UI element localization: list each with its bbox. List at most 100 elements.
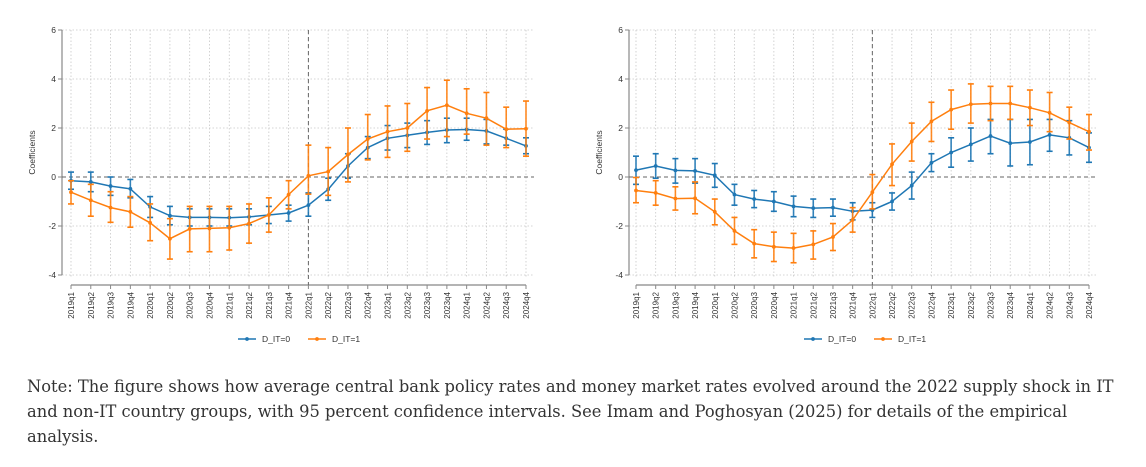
data-point <box>909 183 914 188</box>
data-point <box>831 235 835 239</box>
data-point <box>673 196 678 201</box>
data-point <box>653 191 658 195</box>
series-d-it-0 <box>68 117 529 227</box>
series-line <box>70 104 527 240</box>
data-point <box>1087 129 1091 134</box>
x-tick-label: 2022q4 <box>927 291 936 318</box>
x-tick-label: 2023q3 <box>423 291 432 318</box>
x-tick-label: 2019q1 <box>632 291 641 318</box>
x-tick-label: 2021q3 <box>265 291 274 318</box>
legend-label: D_IT=1 <box>898 334 926 344</box>
legend-swatch-marker <box>245 337 249 341</box>
x-tick-label: 2022q1 <box>868 291 877 318</box>
data-point <box>909 139 914 144</box>
data-point <box>771 199 776 204</box>
y-tick-label: -2 <box>615 221 623 231</box>
legend-item: D_IT=0 <box>804 334 856 344</box>
data-point <box>405 126 410 130</box>
data-point <box>346 152 350 157</box>
chart-right-panel: -4 -2 0 2 4 6 Coefficients 2019q1 2019q2 2019q3 20… <box>566 0 1146 365</box>
data-point <box>732 192 737 197</box>
data-point <box>752 241 757 246</box>
x-tick-label: 2024q2 <box>1046 291 1055 318</box>
legend-swatch-marker <box>811 337 815 341</box>
data-point <box>949 107 954 112</box>
data-point <box>831 205 835 210</box>
data-point <box>1008 141 1013 146</box>
x-tick-label: 2022q2 <box>324 291 333 318</box>
y-tick-label: 4 <box>51 74 56 84</box>
data-point <box>187 227 192 231</box>
legend-swatch-marker <box>881 337 885 341</box>
y-axis-label: Coefficients <box>27 130 37 174</box>
data-point <box>484 116 489 121</box>
figure-note: Note: The figure shows how average centr… <box>27 377 1114 446</box>
y-tick-label: 4 <box>618 74 623 84</box>
x-tick-label: 2024q1 <box>1026 291 1035 318</box>
data-point <box>148 220 153 225</box>
plot-area: -4 -2 0 2 4 6 Coefficients 2019q1 2019q2 2019q3 20… <box>27 25 534 319</box>
plot-area: -4 -2 0 2 4 6 Coefficients 2019q1 2019q2 2019q3 20… <box>594 25 1097 319</box>
y-tick-label: 0 <box>51 172 56 182</box>
x-tick-label: 2021q1 <box>790 291 799 318</box>
data-point <box>69 190 73 195</box>
x-tick-label: 2022q2 <box>888 291 897 318</box>
x-tick-label: 2020q2 <box>166 291 175 318</box>
data-point <box>712 209 717 214</box>
data-point <box>266 213 271 217</box>
x-tick-label: 2020q4 <box>205 291 214 318</box>
data-point <box>693 168 697 173</box>
x-tick-label: 2020q3 <box>186 291 195 318</box>
data-point <box>968 142 973 147</box>
y-axis-label: Coefficients <box>594 130 604 174</box>
data-point <box>811 206 816 211</box>
data-point <box>634 188 638 193</box>
legend: D_IT=0 D_IT=1 <box>238 334 360 344</box>
y-tick-label: 6 <box>51 25 56 35</box>
x-tick-label: 2023q4 <box>1006 291 1015 318</box>
data-point <box>168 236 172 241</box>
series-line <box>635 102 1090 249</box>
data-point <box>732 229 737 233</box>
data-point <box>634 168 638 173</box>
data-point <box>929 160 934 165</box>
data-point <box>929 119 934 124</box>
data-point <box>1067 120 1072 125</box>
legend: D_IT=0 D_IT=1 <box>804 334 926 344</box>
x-tick-label: 2024q2 <box>482 291 491 318</box>
legend-swatch-marker <box>315 337 319 341</box>
legend-label: D_IT=0 <box>828 334 856 344</box>
data-point <box>444 103 449 108</box>
x-tick-label: 2021q2 <box>809 291 818 318</box>
x-tick-label: 2024q4 <box>522 291 531 318</box>
x-tick-label: 2021q4 <box>285 291 294 318</box>
data-point <box>247 221 251 226</box>
data-point <box>850 217 855 222</box>
legend-label: D_IT=1 <box>332 334 360 344</box>
x-tick-label: 2019q3 <box>107 291 116 318</box>
x-tick-label: 2023q3 <box>987 291 996 318</box>
legend-item: D_IT=1 <box>308 334 360 344</box>
data-point <box>365 137 370 141</box>
data-point <box>968 102 973 107</box>
data-point <box>1047 132 1052 137</box>
data-point <box>673 168 678 173</box>
data-point <box>988 134 993 138</box>
data-point <box>306 173 311 178</box>
chart-right-svg: -4 -2 0 2 4 6 Coefficients 2019q1 2019q2 2019q3 20… <box>594 25 1097 344</box>
x-tick-label: 2022q3 <box>344 291 353 318</box>
y-tick-label: 0 <box>618 172 623 182</box>
series-line <box>635 134 1090 213</box>
x-tick-label: 2023q1 <box>947 291 956 318</box>
data-point <box>504 127 509 132</box>
data-point <box>168 213 172 218</box>
x-tick-label: 2019q3 <box>671 291 680 318</box>
data-point <box>524 126 528 131</box>
data-point <box>771 244 776 249</box>
data-point <box>949 150 954 155</box>
data-point <box>653 164 658 168</box>
y-tick-label: -2 <box>48 221 56 231</box>
x-tick-label: 2019q1 <box>67 291 76 318</box>
data-point <box>1028 105 1032 110</box>
data-point <box>752 197 757 201</box>
